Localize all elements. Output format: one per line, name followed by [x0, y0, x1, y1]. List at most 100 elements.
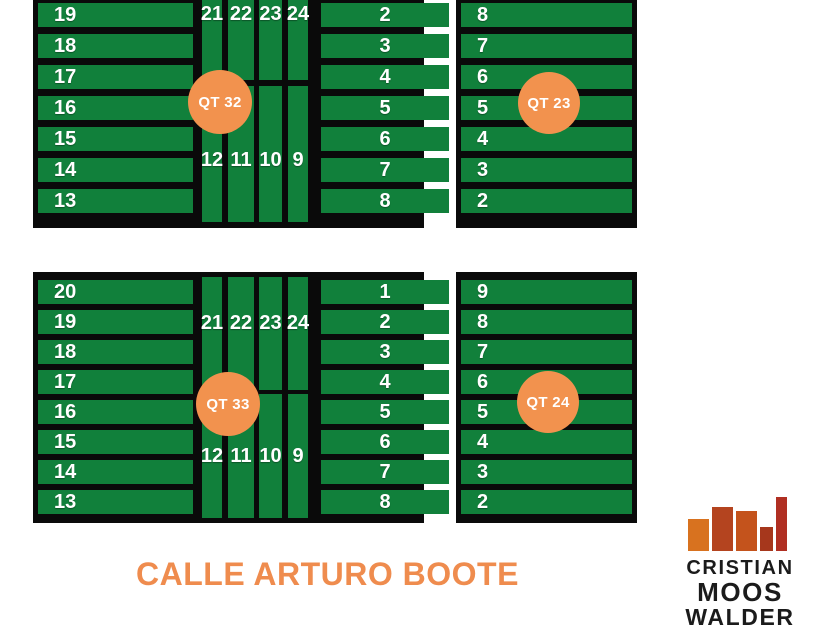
lot-left-18[interactable]: 18 — [38, 340, 193, 364]
lot-7[interactable]: 7 — [461, 340, 632, 364]
lot-number: 2 — [379, 4, 391, 26]
lot-right-3[interactable]: 3 — [321, 34, 449, 58]
lot-center-9[interactable]: 9 — [288, 86, 308, 222]
lot-left-15[interactable]: 15 — [38, 430, 193, 454]
lot-8[interactable]: 8 — [461, 3, 632, 27]
lot-center-22[interactable]: 22 — [228, 0, 254, 80]
lot-right-8[interactable]: 8 — [321, 189, 449, 213]
lot-number: 7 — [379, 159, 391, 181]
lot-number: 12 — [200, 445, 224, 467]
lot-number: 3 — [379, 341, 391, 363]
lot-number: 19 — [54, 4, 77, 26]
lot-number: 5 — [477, 97, 489, 119]
lot-center-9[interactable]: 9 — [288, 394, 308, 518]
lot-number: 5 — [477, 401, 489, 423]
lot-2[interactable]: 2 — [461, 490, 632, 514]
lot-8[interactable]: 8 — [461, 310, 632, 334]
lot-number: 8 — [379, 190, 391, 212]
bubble-qt33[interactable]: QT 33 — [196, 372, 260, 436]
lot-left-14[interactable]: 14 — [38, 460, 193, 484]
lot-number: 8 — [477, 4, 489, 26]
lot-right-4[interactable]: 4 — [321, 65, 449, 89]
lot-number: 3 — [477, 461, 489, 483]
lot-left-13[interactable]: 13 — [38, 189, 193, 213]
lot-left-17[interactable]: 17 — [38, 370, 193, 394]
lot-center-10[interactable]: 10 — [259, 394, 282, 518]
lot-9[interactable]: 9 — [461, 280, 632, 304]
lot-center-10[interactable]: 10 — [259, 86, 282, 222]
lot-left-17[interactable]: 17 — [38, 65, 193, 89]
lot-number: 23 — [259, 3, 282, 25]
bubble-qt32[interactable]: QT 32 — [188, 70, 252, 134]
lot-number: 7 — [477, 35, 489, 57]
lot-center-24[interactable]: 24 — [287, 277, 309, 390]
lot-number: 6 — [477, 66, 489, 88]
lot-right-8[interactable]: 8 — [321, 490, 449, 514]
lot-left-18[interactable]: 18 — [38, 34, 193, 58]
lot-right-1[interactable]: 1 — [321, 280, 449, 304]
logo-line-3: WALDER — [685, 603, 795, 630]
lot-number: 19 — [54, 311, 77, 333]
lot-number: 21 — [200, 312, 224, 334]
lot-right-2[interactable]: 2 — [321, 3, 449, 27]
lot-left-19[interactable]: 19 — [38, 310, 193, 334]
lot-left-13[interactable]: 13 — [38, 490, 193, 514]
lot-right-6[interactable]: 6 — [321, 127, 449, 151]
lot-number: 22 — [229, 3, 253, 25]
lot-center-24[interactable]: 24 — [287, 0, 309, 80]
lot-number: 17 — [54, 66, 77, 88]
lot-number: 4 — [477, 431, 489, 453]
lot-number: 1 — [379, 281, 391, 303]
lot-number: 13 — [54, 491, 77, 513]
lot-number: 4 — [477, 128, 489, 150]
logo-line-1: CRISTIAN — [686, 557, 794, 579]
lot-left-20[interactable]: 20 — [38, 280, 193, 304]
lot-number: 23 — [259, 312, 282, 334]
lot-right-5[interactable]: 5 — [321, 400, 449, 424]
lot-number: 6 — [379, 128, 391, 150]
logo-line-2: MOOS — [697, 576, 783, 607]
lot-number: 15 — [54, 128, 77, 150]
block-qt33[interactable]: 20 19 18 17 16 15 14 13 1 2 3 4 5 6 7 8 21 12 22 11 23 10 24 9 — [33, 272, 449, 523]
lot-right-7[interactable]: 7 — [321, 158, 449, 182]
lot-center-23[interactable]: 23 — [259, 277, 282, 390]
lot-number: 5 — [379, 97, 391, 119]
lot-3[interactable]: 3 — [461, 460, 632, 484]
lot-center-23[interactable]: 23 — [259, 0, 282, 80]
lot-left-19[interactable]: 19 — [38, 3, 193, 27]
lot-left-15[interactable]: 15 — [38, 127, 193, 151]
lot-left-16[interactable]: 16 — [38, 400, 193, 424]
lot-number: 22 — [229, 312, 253, 334]
lot-right-6[interactable]: 6 — [321, 430, 449, 454]
lot-right-3[interactable]: 3 — [321, 340, 449, 364]
lot-number: 2 — [379, 311, 391, 333]
lot-center-21[interactable]: 21 — [201, 0, 223, 80]
lot-number: 3 — [477, 159, 489, 181]
lot-center-22[interactable]: 22 — [228, 277, 254, 390]
lot-number: 5 — [379, 401, 391, 423]
bubble-qt23[interactable]: QT 23 — [518, 72, 580, 134]
lot-number: 16 — [54, 97, 77, 119]
lot-number: 6 — [477, 371, 489, 393]
lot-number: 10 — [259, 149, 282, 171]
lot-right-5[interactable]: 5 — [321, 96, 449, 120]
lot-number: 7 — [379, 461, 391, 483]
lot-number: 6 — [379, 431, 391, 453]
lot-7[interactable]: 7 — [461, 34, 632, 58]
lot-number: 2 — [477, 190, 489, 212]
lot-number: 11 — [230, 149, 252, 171]
bubble-qt24[interactable]: QT 24 — [517, 371, 579, 433]
lot-number: 9 — [292, 149, 304, 171]
lot-3[interactable]: 3 — [461, 158, 632, 182]
lot-center-21[interactable]: 21 — [200, 277, 224, 390]
lot-number: 18 — [54, 341, 77, 363]
lot-right-2[interactable]: 2 — [321, 310, 449, 334]
lot-left-16[interactable]: 16 — [38, 96, 193, 120]
lot-right-7[interactable]: 7 — [321, 460, 449, 484]
lot-4[interactable]: 4 — [461, 430, 632, 454]
lot-left-14[interactable]: 14 — [38, 158, 193, 182]
lot-2[interactable]: 2 — [461, 189, 632, 213]
lot-number: 18 — [54, 35, 77, 57]
lot-right-4[interactable]: 4 — [321, 370, 449, 394]
